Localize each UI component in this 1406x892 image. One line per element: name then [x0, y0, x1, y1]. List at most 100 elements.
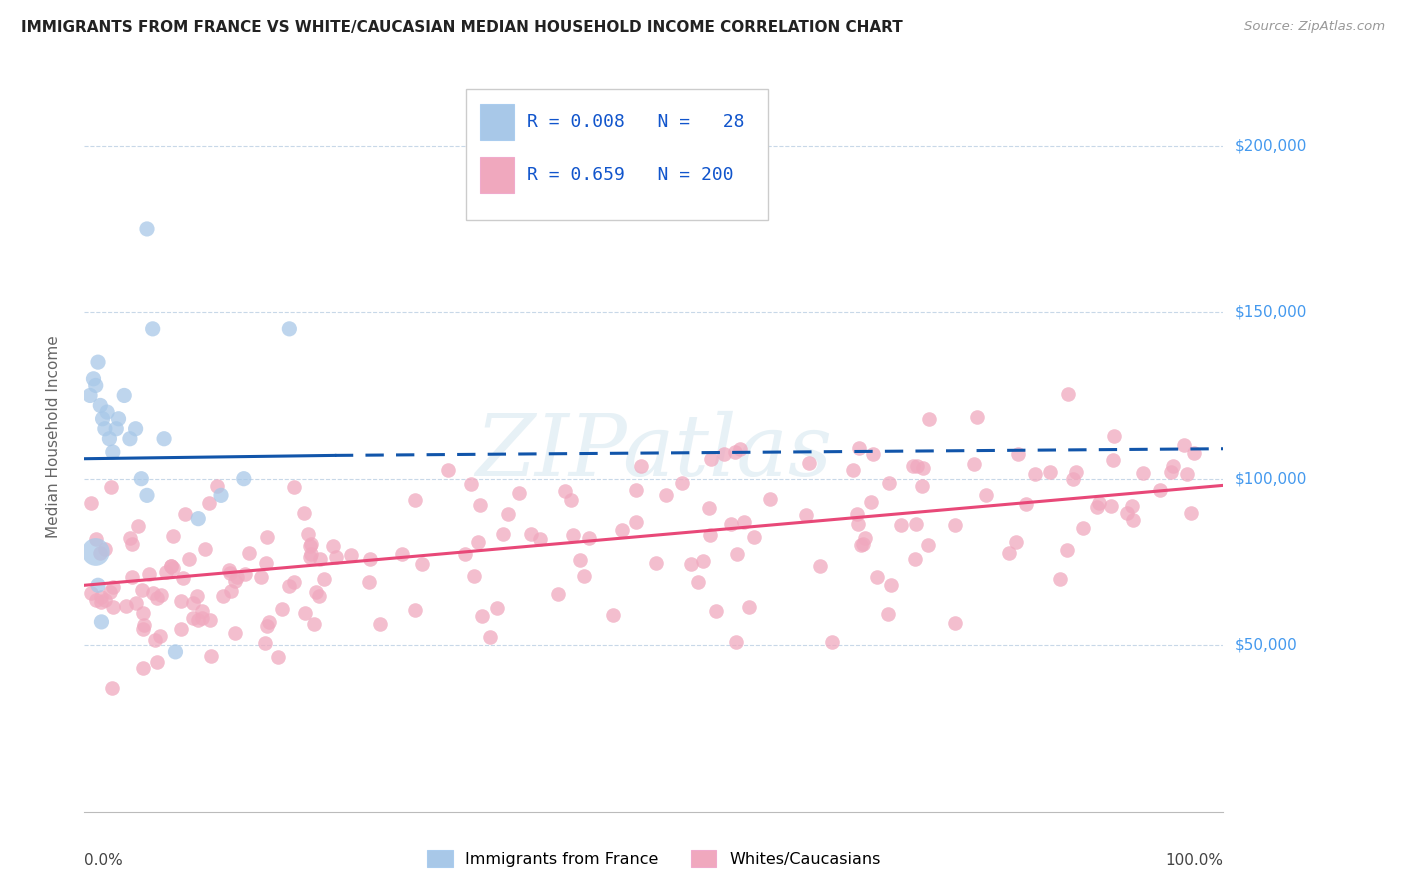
Text: IMMIGRANTS FROM FRANCE VS WHITE/CAUCASIAN MEDIAN HOUSEHOLD INCOME CORRELATION CH: IMMIGRANTS FROM FRANCE VS WHITE/CAUCASIA…	[21, 20, 903, 35]
Point	[1005, 535, 1028, 549]
Point	[1056, 542, 1078, 557]
Point	[1121, 499, 1143, 513]
Point	[224, 574, 246, 588]
Point	[101, 445, 124, 459]
Point	[256, 618, 278, 632]
Point	[292, 506, 315, 520]
Point	[254, 556, 277, 570]
Point	[211, 589, 233, 603]
Point	[187, 511, 209, 525]
Point	[974, 488, 997, 502]
Point	[460, 476, 482, 491]
Point	[101, 599, 124, 614]
Point	[298, 539, 321, 553]
Point	[271, 602, 294, 616]
Point	[82, 372, 104, 386]
Point	[98, 432, 121, 446]
Point	[198, 613, 221, 627]
Point	[411, 557, 433, 571]
Point	[706, 604, 728, 618]
Point	[190, 611, 212, 625]
Point	[90, 590, 112, 604]
Y-axis label: Median Household Income: Median Household Income	[46, 335, 60, 539]
Point	[821, 635, 844, 649]
Point	[125, 596, 148, 610]
Point	[1116, 506, 1139, 520]
Point	[508, 485, 530, 500]
Point	[84, 378, 107, 392]
Point	[207, 479, 229, 493]
Point	[89, 399, 111, 413]
Point	[1038, 465, 1060, 479]
Point	[1014, 497, 1036, 511]
Text: R = 0.008   N =   28: R = 0.008 N = 28	[527, 113, 745, 131]
Point	[155, 565, 177, 579]
Point	[901, 459, 924, 474]
Point	[283, 574, 305, 589]
Point	[209, 488, 232, 502]
Point	[80, 496, 103, 510]
Point	[404, 493, 426, 508]
Point	[232, 472, 254, 486]
Point	[127, 519, 149, 533]
Point	[325, 550, 347, 565]
Point	[224, 626, 246, 640]
Point	[94, 592, 117, 607]
Point	[697, 500, 720, 515]
Point	[471, 608, 494, 623]
Point	[308, 589, 330, 603]
Point	[160, 559, 183, 574]
Point	[339, 548, 361, 562]
Point	[1182, 446, 1205, 460]
Point	[848, 516, 870, 531]
Point	[149, 629, 172, 643]
Point	[963, 457, 986, 471]
Point	[84, 593, 107, 607]
Point	[1049, 572, 1071, 586]
Point	[121, 537, 143, 551]
Point	[165, 645, 187, 659]
Point	[862, 447, 884, 461]
Point	[87, 578, 110, 592]
Point	[720, 516, 742, 531]
Point	[1102, 453, 1125, 467]
Point	[1085, 500, 1108, 515]
Point	[1062, 472, 1084, 486]
Point	[136, 488, 159, 502]
Point	[170, 622, 193, 636]
Point	[136, 222, 159, 236]
Point	[905, 517, 928, 532]
Point	[624, 483, 647, 497]
Point	[186, 589, 208, 603]
Point	[219, 584, 242, 599]
Point	[759, 491, 782, 506]
Point	[681, 557, 703, 571]
Point	[299, 537, 322, 551]
Point	[256, 530, 278, 544]
Point	[299, 547, 322, 561]
Point	[87, 355, 110, 369]
Point	[796, 508, 818, 522]
Point	[218, 563, 240, 577]
Point	[359, 551, 381, 566]
Point	[630, 458, 652, 473]
Point	[876, 607, 898, 621]
Point	[91, 411, 114, 425]
Point	[470, 498, 492, 512]
FancyBboxPatch shape	[465, 88, 768, 219]
Point	[890, 518, 912, 533]
Point	[865, 570, 887, 584]
Point	[90, 615, 112, 629]
Point	[454, 547, 477, 561]
Point	[142, 322, 165, 336]
Point	[96, 405, 118, 419]
Point	[568, 553, 591, 567]
Point	[1149, 483, 1171, 497]
Bar	[479, 104, 513, 140]
Point	[131, 472, 153, 486]
Point	[297, 527, 319, 541]
Point	[848, 441, 870, 455]
Point	[1071, 521, 1094, 535]
Point	[159, 559, 181, 574]
Point	[200, 648, 222, 663]
